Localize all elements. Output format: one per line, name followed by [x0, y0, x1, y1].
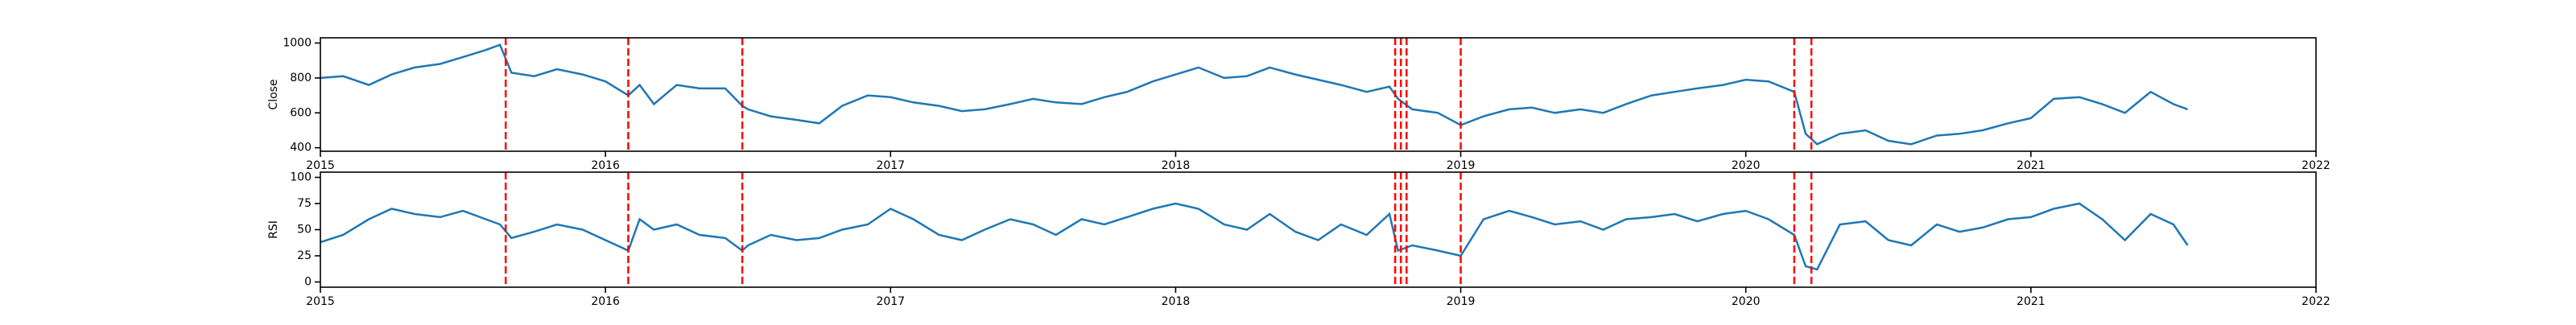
data-line: [320, 43, 2189, 146]
x-tick-label: 2018: [1162, 295, 1191, 308]
y-tick-label: 400: [290, 142, 312, 154]
y-tick-label: 600: [290, 106, 312, 119]
axes-frame: [320, 171, 2317, 288]
x-tick-label: 2020: [1732, 295, 1761, 308]
x-tick-label: 2022: [2301, 159, 2330, 172]
x-tick-label: 2017: [876, 295, 905, 308]
x-tick-label: 2016: [591, 295, 620, 308]
y-axis-label: Close: [267, 79, 280, 109]
y-tick-label: 50: [297, 224, 312, 237]
x-tick-label: 2018: [1162, 159, 1191, 172]
x-tick-label: 2015: [306, 159, 335, 172]
y-axis-label: RSI: [267, 220, 280, 239]
y-tick-label: 25: [297, 249, 312, 262]
x-tick-label: 2021: [2017, 159, 2046, 172]
y-tick-label: 0: [304, 276, 312, 289]
x-tick-label: 2022: [2301, 295, 2330, 308]
data-line: [320, 202, 2189, 271]
y-tick-label: 1000: [283, 37, 312, 50]
x-tick-label: 2016: [591, 159, 620, 172]
x-tick-label: 2015: [306, 295, 335, 308]
x-tick-label: 2019: [1447, 159, 1476, 172]
x-tick-label: 2017: [876, 159, 905, 172]
y-tick-label: 800: [290, 72, 312, 84]
x-tick-label: 2020: [1732, 159, 1761, 172]
axes-frame: [320, 37, 2317, 152]
x-tick-label: 2019: [1447, 295, 1476, 308]
y-tick-label: 75: [297, 197, 312, 210]
y-tick-label: 100: [290, 171, 312, 184]
x-tick-label: 2021: [2017, 295, 2046, 308]
